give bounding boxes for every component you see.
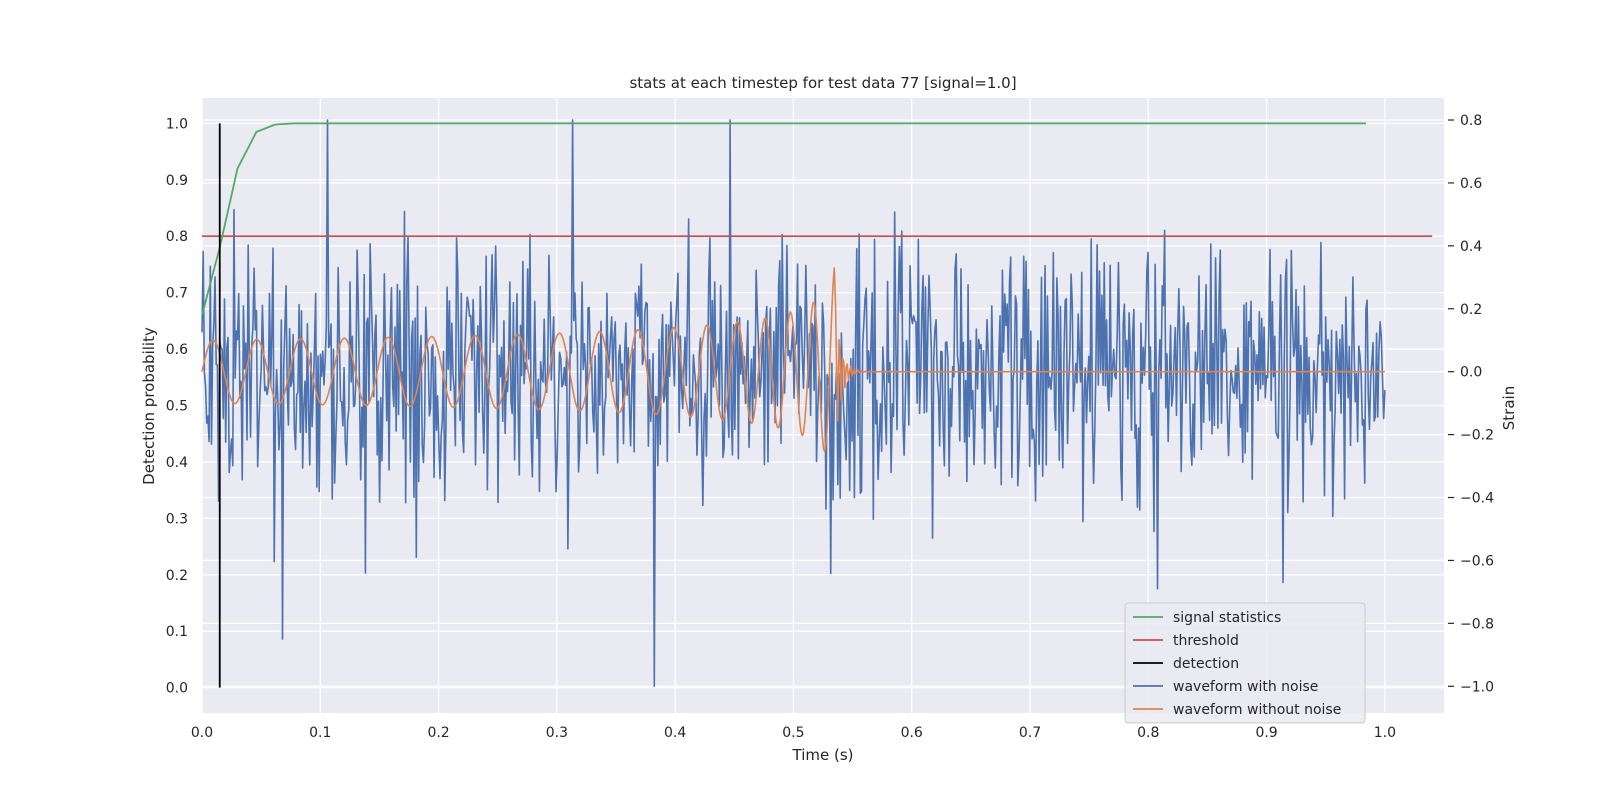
x-tick-label: 0.2 — [427, 725, 449, 741]
y-tick-label: 0.8 — [166, 229, 188, 245]
y-tick-label: 0.9 — [166, 173, 188, 189]
y2-tick-label: 0.8 — [1460, 113, 1482, 129]
x-tick-label: 0.3 — [546, 725, 568, 741]
x-tick-label: 0.7 — [1019, 725, 1041, 741]
x-tick-label: 0.0 — [191, 725, 213, 741]
chart-title: stats at each timestep for test data 77 … — [629, 74, 1016, 92]
y2-tick-label: 0.6 — [1460, 176, 1482, 192]
legend-label-waveform-with-noise: waveform with noise — [1173, 679, 1318, 695]
x-axis-label: Time (s) — [792, 746, 854, 764]
y2-tick-label: 0.4 — [1460, 239, 1482, 255]
y2-tick-label: −0.6 — [1460, 553, 1494, 569]
y-axis-label: Detection probability — [140, 327, 158, 485]
y-tick-label: 0.4 — [166, 455, 188, 471]
series-layer — [201, 119, 1433, 688]
x-tick-label: 0.4 — [664, 725, 686, 741]
y-tick-label: 0.0 — [166, 681, 188, 697]
y2-tick-label: −0.2 — [1460, 428, 1494, 444]
series-waveform-without-noise — [201, 267, 1385, 453]
y-tick-labels: 0.0 0.1 0.2 0.3 0.4 0.5 0.6 0.7 0.8 0.9 1.0 — [166, 116, 188, 696]
y2-axis-label: Strain — [1500, 386, 1518, 430]
y-tick-label: 0.6 — [166, 342, 188, 358]
legend-label-threshold: threshold — [1173, 633, 1239, 649]
series-waveform-with-noise — [201, 119, 1386, 688]
y-tick-label: 0.5 — [166, 399, 188, 415]
x-tick-label: 0.6 — [901, 725, 923, 741]
x-tick-labels: 0.0 0.1 0.2 0.3 0.4 0.5 0.6 0.7 0.8 0.9 1.0 — [191, 725, 1396, 741]
y-tick-label: 0.1 — [166, 624, 188, 640]
x-tick-label: 0.5 — [782, 725, 804, 741]
y2-tick-label: −1.0 — [1460, 679, 1494, 695]
y2-tick-label: −0.4 — [1460, 491, 1494, 507]
legend-box — [1124, 602, 1366, 724]
y-tick-label: 0.7 — [166, 286, 188, 302]
legend-label-waveform-without-noise: waveform without noise — [1173, 702, 1341, 718]
y2-tick-label: 0.0 — [1460, 365, 1482, 381]
y-tick-label: 1.0 — [166, 116, 188, 132]
x-tick-label: 1.0 — [1374, 725, 1396, 741]
y2-tick-label: 0.2 — [1460, 302, 1482, 318]
x-tick-label: 0.1 — [309, 725, 331, 741]
series-signal-statistics — [201, 122, 1366, 316]
y-tick-label: 0.2 — [166, 568, 188, 584]
x-tick-label: 0.9 — [1255, 725, 1277, 741]
legend-label-detection: detection — [1173, 656, 1239, 672]
legend-label-signal-statistics: signal statistics — [1173, 610, 1281, 626]
y2-tick-label: −0.8 — [1460, 616, 1494, 632]
y2-tick-labels: −1.0 −0.8 −0.6 −0.4 −0.2 0.0 0.2 0.4 0.6 0.8 — [1448, 113, 1494, 695]
x-tick-label: 0.8 — [1137, 725, 1159, 741]
y-tick-label: 0.3 — [166, 511, 188, 527]
legend: signal statistics threshold detection wa… — [1124, 602, 1366, 724]
